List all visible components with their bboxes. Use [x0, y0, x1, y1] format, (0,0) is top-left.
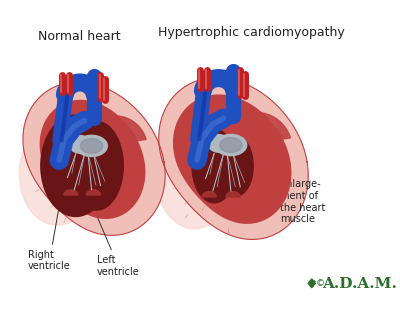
Polygon shape [155, 120, 227, 229]
Polygon shape [159, 77, 308, 239]
Polygon shape [69, 135, 90, 153]
Polygon shape [69, 121, 123, 210]
Polygon shape [64, 190, 78, 195]
Polygon shape [86, 190, 101, 195]
Polygon shape [19, 122, 88, 225]
Text: Normal heart: Normal heart [38, 30, 120, 43]
Polygon shape [219, 136, 253, 196]
Text: Left
ventricle: Left ventricle [94, 208, 140, 277]
Polygon shape [80, 139, 103, 153]
Polygon shape [76, 135, 107, 156]
Polygon shape [202, 192, 216, 197]
Polygon shape [308, 279, 315, 288]
Polygon shape [215, 134, 247, 156]
Polygon shape [192, 129, 236, 203]
Polygon shape [226, 192, 240, 197]
Polygon shape [23, 82, 165, 235]
Polygon shape [81, 116, 146, 150]
Polygon shape [220, 138, 242, 152]
Polygon shape [41, 115, 110, 216]
Polygon shape [220, 112, 290, 149]
Text: Enlarge-
ment of
the heart
muscle: Enlarge- ment of the heart muscle [273, 169, 326, 224]
Text: A.D.A.M.: A.D.A.M. [322, 277, 397, 291]
Polygon shape [208, 134, 229, 152]
Text: Hypertrophic cardiomyopathy: Hypertrophic cardiomyopathy [158, 26, 344, 39]
Polygon shape [173, 94, 292, 224]
Text: ©: © [315, 280, 324, 289]
Polygon shape [40, 100, 145, 219]
Text: Right
ventricle: Right ventricle [28, 205, 71, 271]
